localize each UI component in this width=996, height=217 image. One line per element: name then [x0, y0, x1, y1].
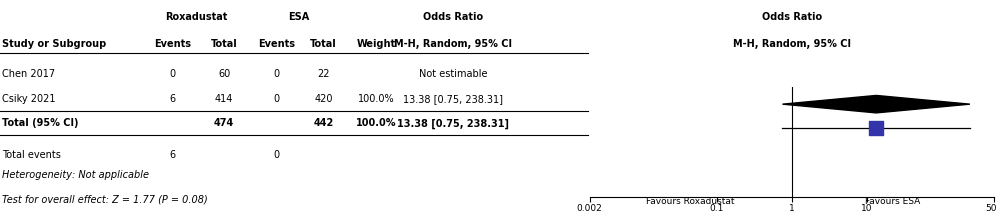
Point [869, 126, 884, 130]
Text: 22: 22 [318, 69, 330, 79]
Text: Total events: Total events [2, 150, 61, 160]
Text: 100.0%: 100.0% [357, 118, 396, 128]
Text: Total: Total [211, 39, 237, 49]
Text: Events: Events [258, 39, 296, 49]
Text: Total (95% CI): Total (95% CI) [2, 118, 79, 128]
Text: 442: 442 [314, 118, 334, 128]
Text: M-H, Random, 95% CI: M-H, Random, 95% CI [394, 39, 512, 49]
Text: Roxadustat: Roxadustat [165, 12, 227, 22]
Text: Odds Ratio: Odds Ratio [762, 12, 822, 22]
Text: M-H, Random, 95% CI: M-H, Random, 95% CI [733, 39, 851, 49]
Text: 0: 0 [274, 94, 280, 104]
Text: 414: 414 [215, 94, 233, 104]
Text: Favours Roxadustat: Favours Roxadustat [646, 197, 735, 206]
Text: Study or Subgroup: Study or Subgroup [2, 39, 107, 49]
Text: Csiky 2021: Csiky 2021 [2, 94, 56, 104]
Polygon shape [783, 95, 970, 113]
Text: 420: 420 [315, 94, 333, 104]
Text: 100.0%: 100.0% [359, 94, 394, 104]
Text: Weight: Weight [357, 39, 396, 49]
Text: 13.38 [0.75, 238.31]: 13.38 [0.75, 238.31] [403, 94, 503, 104]
Text: ESA: ESA [288, 12, 310, 22]
Text: Favours ESA: Favours ESA [866, 197, 920, 206]
Text: Events: Events [153, 39, 191, 49]
Text: 13.38 [0.75, 238.31]: 13.38 [0.75, 238.31] [397, 118, 509, 128]
Text: 0: 0 [274, 69, 280, 79]
Text: Heterogeneity: Not applicable: Heterogeneity: Not applicable [2, 170, 149, 180]
Text: 6: 6 [169, 150, 175, 160]
Text: Not estimable: Not estimable [419, 69, 487, 79]
Text: Chen 2017: Chen 2017 [2, 69, 55, 79]
Text: 6: 6 [169, 94, 175, 104]
Text: 0: 0 [169, 69, 175, 79]
Text: Total: Total [311, 39, 337, 49]
Text: 60: 60 [218, 69, 230, 79]
Text: 474: 474 [214, 118, 234, 128]
Text: Test for overall effect: Z = 1.77 (P = 0.08): Test for overall effect: Z = 1.77 (P = 0… [2, 194, 208, 204]
Text: 0: 0 [274, 150, 280, 160]
Text: Odds Ratio: Odds Ratio [423, 12, 483, 22]
